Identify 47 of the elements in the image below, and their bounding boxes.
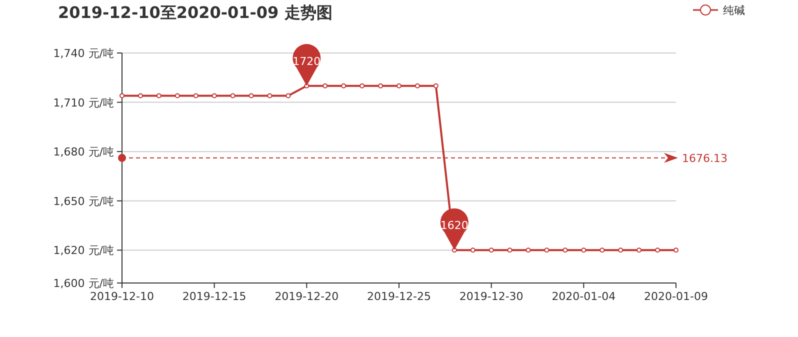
x-tick-label: 2019-12-30: [459, 290, 524, 303]
point: [562, 248, 568, 253]
x-tick-label: 2019-12-15: [182, 290, 246, 303]
point: [544, 248, 550, 253]
y-tick-label: 1,650 元/吨: [53, 194, 114, 208]
chart-title: 2019-12-10至2020-01-09 走势图: [58, 3, 332, 22]
x-tick-label: 2019-12-25: [367, 290, 431, 303]
point: [138, 93, 143, 98]
point: [433, 83, 438, 88]
point: [360, 83, 365, 88]
point: [174, 93, 180, 98]
point: [655, 248, 660, 253]
y-tick-label: 1,680 元/吨: [53, 146, 114, 159]
annotation: 1720: [292, 54, 321, 68]
point: [212, 93, 217, 98]
point: [507, 248, 512, 253]
point: [674, 248, 678, 253]
point: [193, 93, 198, 98]
point: [156, 93, 162, 98]
x-tick-label: 2020-01-09: [644, 290, 708, 303]
point: [120, 93, 124, 98]
point: [636, 248, 642, 253]
point: [600, 248, 605, 253]
annotation: 1620: [440, 219, 468, 232]
point: [378, 83, 384, 88]
point: [267, 93, 272, 98]
x-tick-label: 2019-12-20: [274, 290, 339, 303]
x-tick-label: 2019-12-10: [90, 290, 154, 303]
y-tick-label: 1,620 元/吨: [53, 244, 114, 258]
point: [470, 248, 476, 253]
y-tick-label: 1,740 元/吨: [53, 47, 114, 60]
point: [230, 93, 236, 98]
legend-label: 纯碱: [723, 4, 745, 17]
point: [248, 93, 254, 98]
y-tick-label: 1,600 元/吨: [53, 277, 114, 290]
point: [488, 248, 494, 253]
point: [414, 83, 420, 88]
y-tick-label: 1,710 元/吨: [53, 96, 114, 110]
point: [526, 248, 531, 253]
point: [618, 248, 624, 253]
point: [322, 83, 328, 88]
ref-line-label: 1676.13: [682, 152, 728, 165]
point: [581, 248, 586, 253]
point: [341, 83, 346, 88]
x-tick-label: 2020-01-04: [552, 290, 616, 303]
point: [286, 93, 291, 98]
point: [396, 83, 402, 88]
